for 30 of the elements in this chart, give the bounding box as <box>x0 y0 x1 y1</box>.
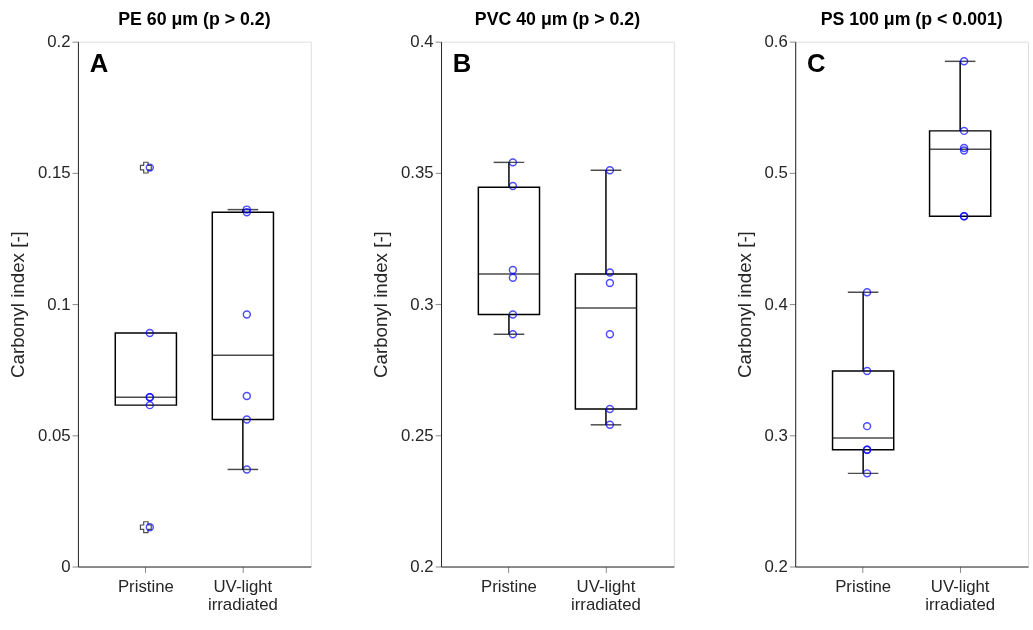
x-tick-label: Pristine <box>480 576 537 596</box>
y-tick-label: 0.05 <box>37 425 71 445</box>
y-axis-title: Carbonyl index [-] <box>733 231 755 378</box>
y-tick-label: 0.2 <box>764 556 788 576</box>
y-tick-label: 0.6 <box>764 32 788 52</box>
y-tick-label: 0.4 <box>764 294 788 314</box>
y-tick-label: 0 <box>61 556 71 576</box>
y-tick-label: 0.1 <box>47 294 71 314</box>
y-tick-label: 0.2 <box>410 556 434 576</box>
x-tick-label: UV-light irradiated <box>925 576 996 615</box>
y-tick-label: 0.3 <box>410 294 434 314</box>
y-axis-title: Carbonyl index [-] <box>370 231 392 378</box>
y-tick-label: 0.3 <box>764 425 788 445</box>
chart-title: PS 100 μm (p < 0.001) <box>820 8 1003 29</box>
y-tick-label: 0.15 <box>37 163 71 183</box>
y-tick-label: 0.25 <box>400 425 434 445</box>
y-tick-label: 0.5 <box>764 163 788 183</box>
x-tick-label: UV-light irradiated <box>571 576 641 615</box>
y-tick-label: 0.2 <box>47 32 71 52</box>
annotation: A <box>89 49 109 78</box>
annotation: C <box>807 49 826 78</box>
x-tick-label: UV-light irradiated <box>207 576 278 615</box>
x-tick-label: Pristine <box>117 576 174 596</box>
y-tick-label: 0.35 <box>400 163 434 183</box>
y-axis-title: Carbonyl index [-] <box>7 231 29 378</box>
chart-title: PE 60 μm (p > 0.2) <box>118 8 271 29</box>
y-tick-label: 0.4 <box>410 32 434 52</box>
chart-title: PVC 40 μm (p > 0.2) <box>474 8 641 29</box>
annotation: B <box>452 49 472 78</box>
x-tick-label: Pristine <box>835 576 892 596</box>
